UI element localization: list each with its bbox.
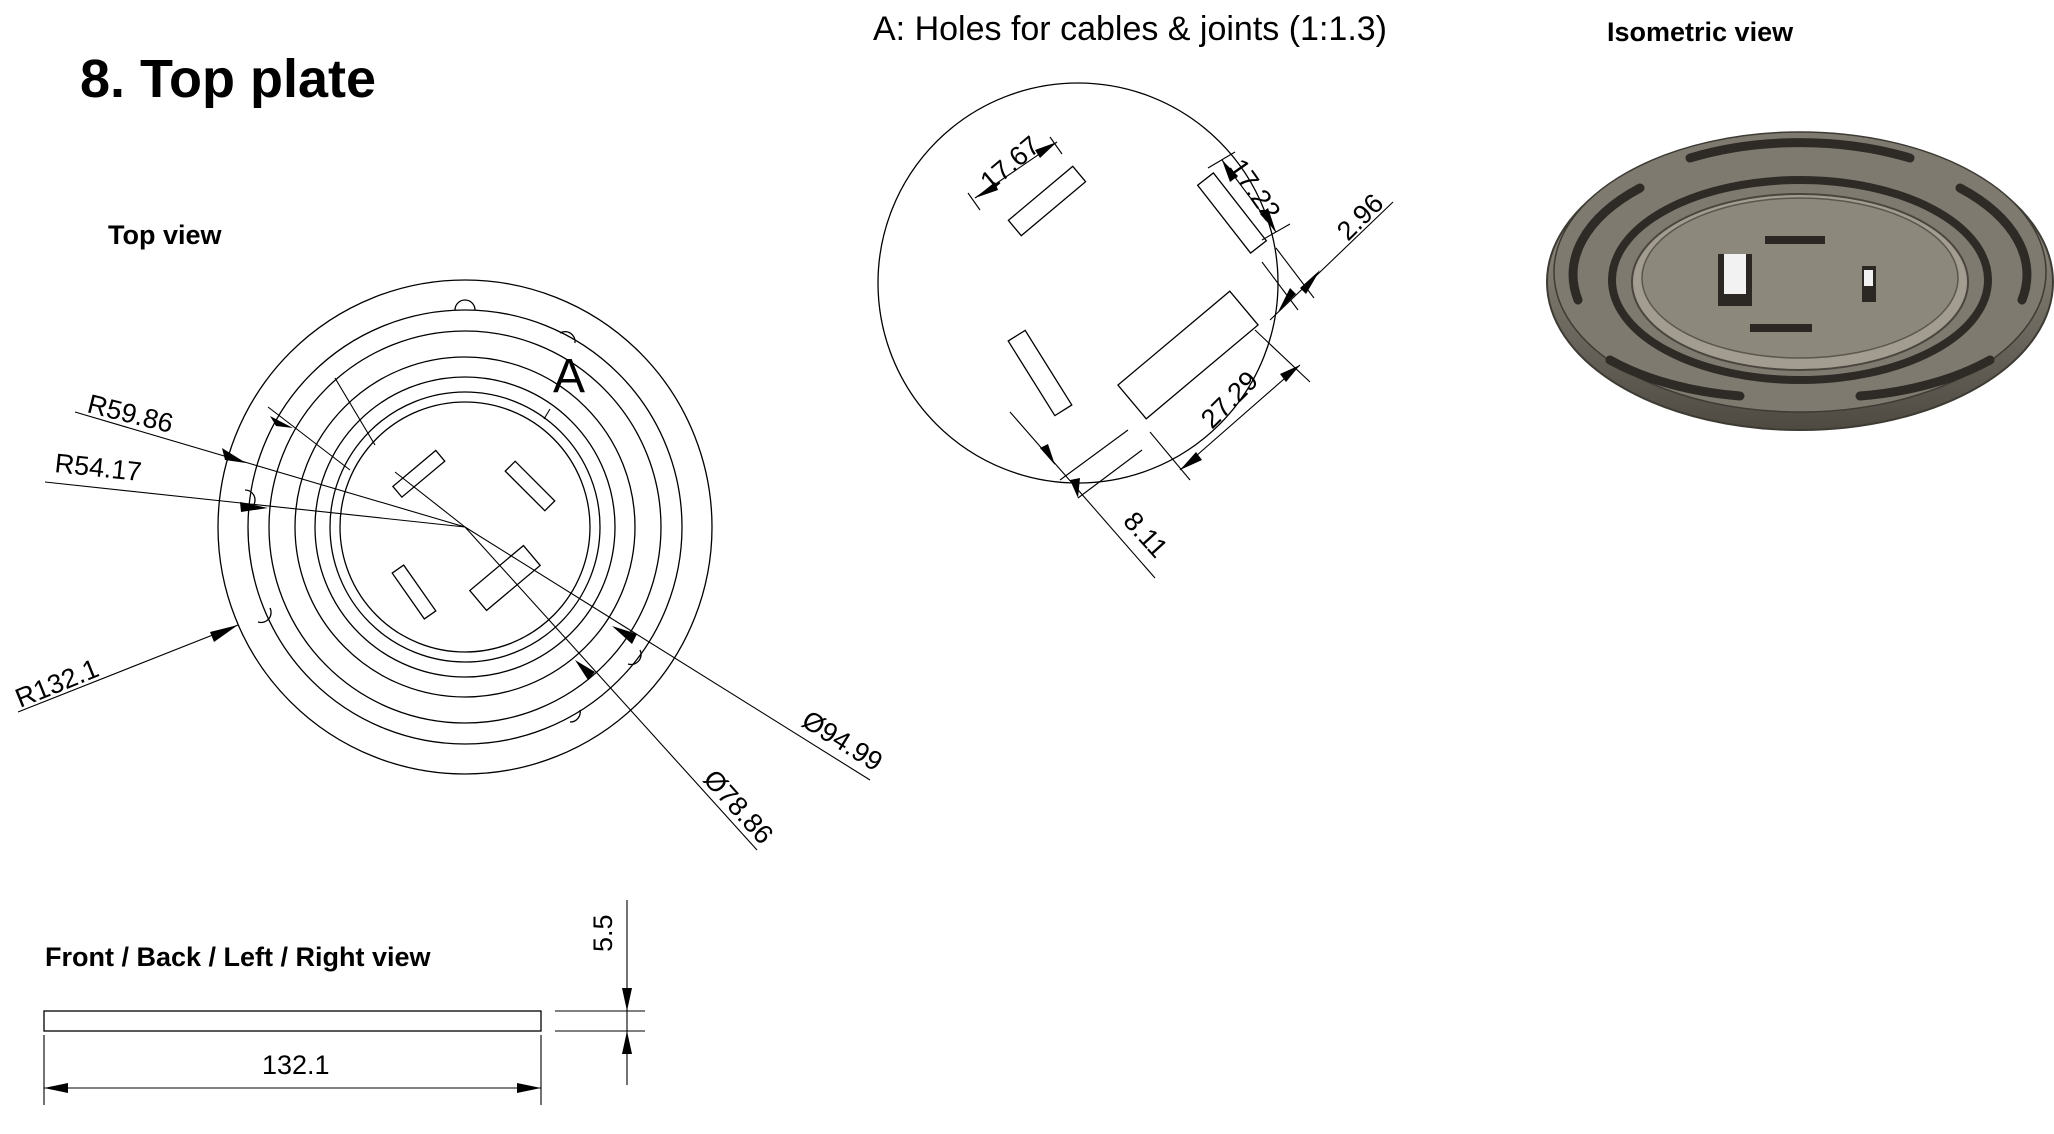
r132-leader: [17, 624, 239, 713]
slot-end-cap: [454, 299, 476, 311]
slot-end-cap: [627, 649, 642, 666]
arrowhead: [1222, 160, 1238, 182]
dim-d78: Ø78.86: [698, 764, 780, 850]
arrowhead: [240, 502, 268, 512]
top-view: A R59.86 R54.17 R132.1 Ø94.99 Ø78.86: [11, 279, 888, 851]
arrowhead: [222, 448, 246, 463]
detail-joint-hole: [1117, 290, 1259, 420]
ext-line: [1059, 429, 1129, 481]
cable-hole: [504, 460, 556, 512]
dim-2-96: 2.96: [1331, 188, 1389, 246]
joint-hole: [468, 544, 542, 612]
d78-leader: [464, 526, 758, 851]
front-view-label: Front / Back / Left / Right view: [45, 942, 431, 972]
arrowhead: [1035, 142, 1057, 158]
cable-hole: [391, 449, 446, 499]
dim-8-11: 8.11: [1118, 506, 1174, 564]
slot-end-cap: [257, 607, 272, 624]
r54-leader: [44, 481, 466, 528]
arrowhead: [1278, 288, 1296, 312]
iso-disc-top: [1641, 197, 1959, 359]
ext-line: [1207, 151, 1236, 169]
r59-ext: [267, 406, 351, 471]
iso-slot: [1955, 183, 2032, 305]
dim-line: [1179, 364, 1301, 471]
r59-leader: [74, 411, 466, 528]
inner-leader: [394, 471, 466, 528]
arrowhead: [517, 1083, 541, 1093]
dim-width: 132.1: [262, 1050, 330, 1080]
arrowhead: [1070, 478, 1080, 498]
iso-slot: [1685, 138, 1915, 163]
arrowhead: [622, 1031, 632, 1054]
isometric-view: [1546, 131, 2054, 431]
isometric-view-label: Isometric view: [1607, 17, 1794, 47]
iso-joint-hole-highlight: [1724, 254, 1746, 294]
dim-17-22: 17.22: [1223, 153, 1286, 226]
slot-end-cap: [569, 709, 581, 723]
arrowhead: [575, 660, 595, 680]
slot-end-cap: [559, 330, 576, 344]
dim-r54: R54.17: [53, 448, 143, 487]
arrowhead: [622, 988, 632, 1011]
arrowhead: [612, 626, 637, 644]
arrowhead: [44, 1083, 68, 1093]
raised-disc-edge: [329, 391, 601, 663]
detail-view-title: A: Holes for cables & joints (1:1.3): [873, 10, 1388, 48]
inner-slot-ring-inner: [314, 376, 616, 678]
ext-line: [1077, 449, 1143, 499]
ext-line: [1254, 329, 1311, 383]
iso-cable-hole: [1750, 324, 1812, 332]
side-plate: [43, 1010, 542, 1032]
ext-line: [1049, 136, 1063, 155]
ext-line: [1261, 261, 1299, 311]
dim-27-29: 27.29: [1195, 365, 1264, 434]
side-view: 132.1 5.5: [43, 900, 645, 1105]
iso-cable-hole-highlight: [1864, 270, 1873, 286]
page-title: 8. Top plate: [80, 49, 377, 109]
iso-slot: [1568, 183, 1645, 305]
ext-line: [967, 192, 981, 211]
raised-disc-inner: [339, 401, 591, 653]
outer-slot-ring-outer: [247, 309, 683, 745]
iso-inner-slot: [1608, 176, 1992, 384]
r59-ext: [334, 377, 376, 446]
ext-line: [1149, 431, 1191, 481]
arrowhead: [1300, 270, 1320, 294]
arrowhead: [1180, 452, 1202, 470]
arrowhead: [1040, 444, 1055, 465]
inner-slot-ring-outer: [294, 356, 636, 698]
arrowhead: [210, 625, 238, 642]
cable-hole: [391, 564, 437, 620]
outer-edge: [217, 279, 713, 775]
ext-line: [1275, 247, 1315, 299]
iso-slot: [1605, 355, 1745, 401]
dim-thickness: 5.5: [588, 914, 618, 952]
arrowhead: [1260, 208, 1276, 232]
dim-d94: Ø94.99: [797, 705, 888, 777]
detail-marker-line: [543, 408, 551, 420]
detail-hole: [1007, 329, 1073, 417]
dim-r59: R59.86: [85, 389, 177, 439]
iso-cable-hole: [1765, 236, 1825, 244]
dim-17-67: 17.67: [975, 130, 1046, 196]
arrowhead: [1280, 365, 1300, 382]
detail-hole: [1007, 165, 1087, 237]
detail-hole: [1196, 172, 1268, 254]
outer-slot-ring-inner: [268, 330, 662, 724]
iso-slot: [1855, 355, 1995, 401]
arrowhead: [975, 182, 998, 198]
dim-r132: R132.1: [11, 653, 103, 713]
detail-view-a: 17.67 17.22 2.96 27.29 8.11: [877, 82, 1394, 579]
arrowhead: [270, 416, 293, 428]
detail-marker-label: A: [553, 350, 585, 403]
top-view-label: Top view: [108, 220, 222, 250]
d94-leader: [464, 526, 871, 781]
